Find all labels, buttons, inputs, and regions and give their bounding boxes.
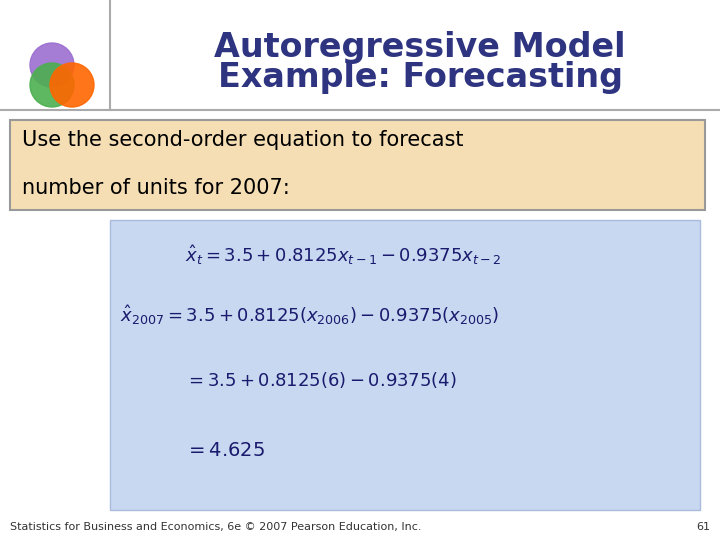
Text: Use the second-order equation to forecast: Use the second-order equation to forecas… bbox=[22, 130, 464, 150]
Text: $\hat{x}_t = 3.5 + 0.8125x_{t-1} - 0.9375x_{t-2}$: $\hat{x}_t = 3.5 + 0.8125x_{t-1} - 0.937… bbox=[185, 243, 502, 267]
Text: 61: 61 bbox=[696, 522, 710, 532]
Text: $= 3.5 + 0.8125(6) - 0.9375(4)$: $= 3.5 + 0.8125(6) - 0.9375(4)$ bbox=[185, 370, 456, 390]
FancyBboxPatch shape bbox=[10, 120, 705, 210]
Text: Statistics for Business and Economics, 6e © 2007 Pearson Education, Inc.: Statistics for Business and Economics, 6… bbox=[10, 522, 421, 532]
Text: Autoregressive Model: Autoregressive Model bbox=[215, 31, 626, 64]
Circle shape bbox=[30, 63, 74, 107]
Text: $= 4.625$: $= 4.625$ bbox=[185, 441, 265, 460]
Text: Example: Forecasting: Example: Forecasting bbox=[217, 62, 623, 94]
Text: $\hat{x}_{2007} = 3.5 + 0.8125(x_{2006}) - 0.9375(x_{2005})$: $\hat{x}_{2007} = 3.5 + 0.8125(x_{2006})… bbox=[120, 303, 499, 327]
Circle shape bbox=[50, 63, 94, 107]
Text: number of units for 2007:: number of units for 2007: bbox=[22, 178, 289, 198]
FancyBboxPatch shape bbox=[110, 220, 700, 510]
Circle shape bbox=[30, 43, 74, 87]
